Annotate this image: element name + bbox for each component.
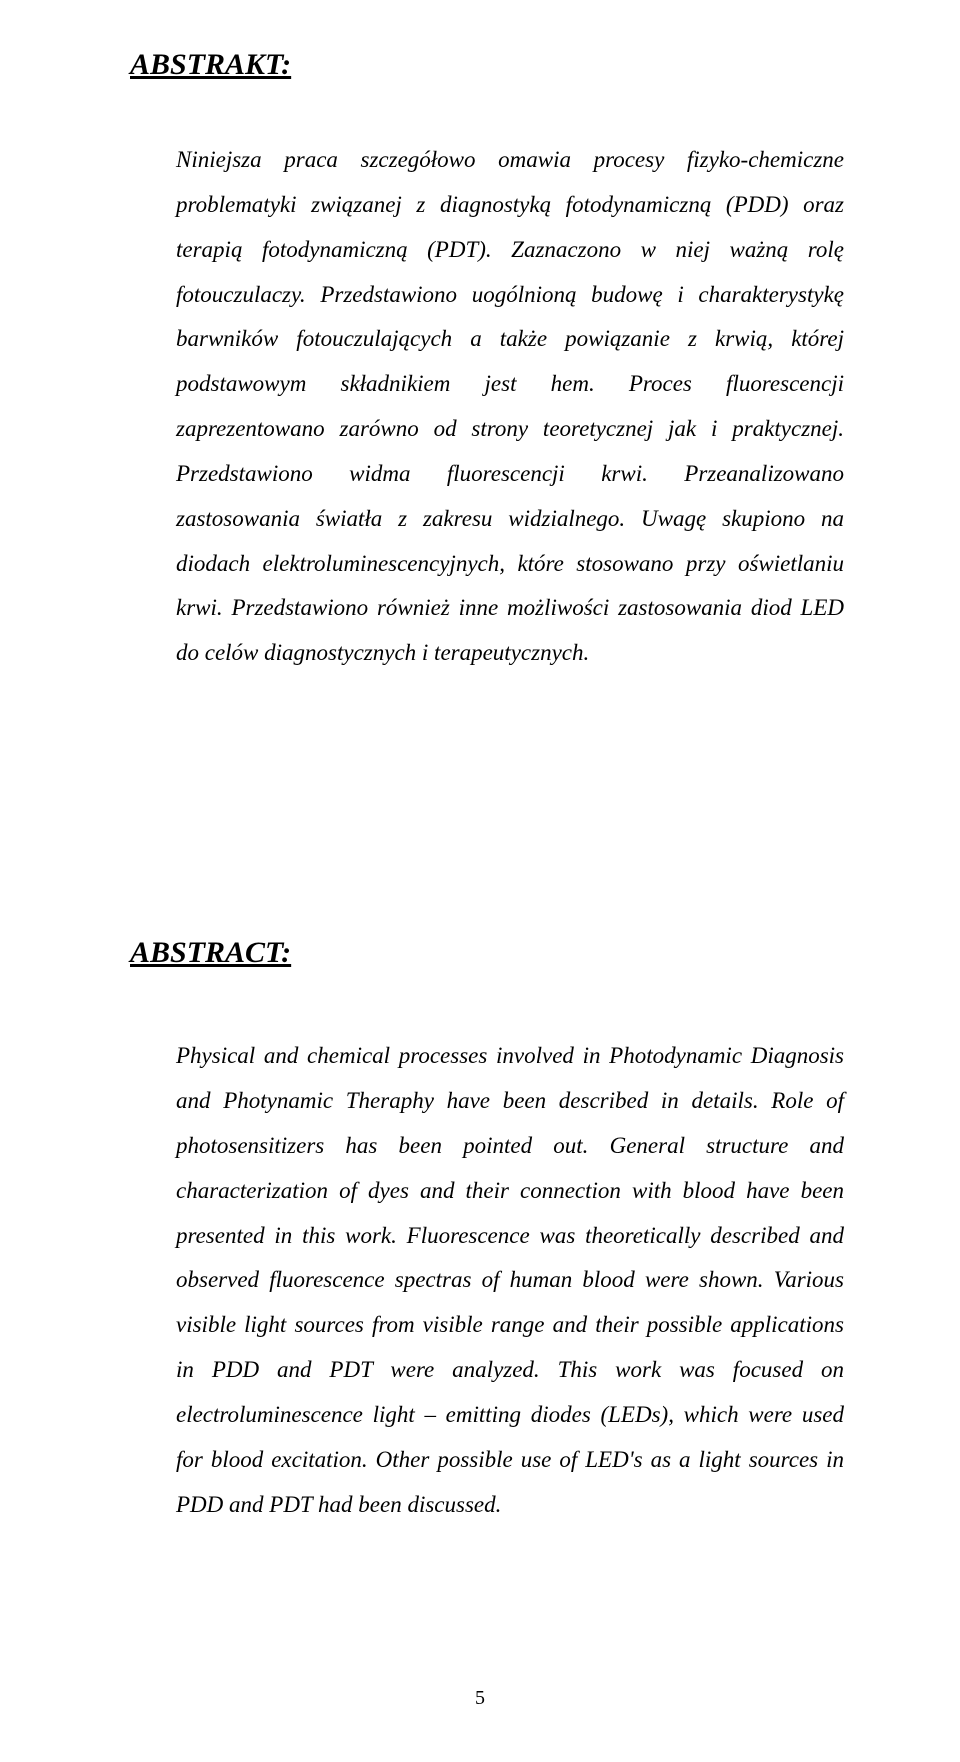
abstract-heading: ABSTRACT: [130, 936, 844, 970]
abstrakt-body: Niniejsza praca szczegółowo omawia proce… [176, 138, 844, 676]
page-number: 5 [0, 1687, 960, 1710]
abstrakt-heading: ABSTRAKT: [130, 48, 844, 82]
section-spacer [130, 676, 844, 936]
abstract-body: Physical and chemical processes involved… [176, 1034, 844, 1527]
